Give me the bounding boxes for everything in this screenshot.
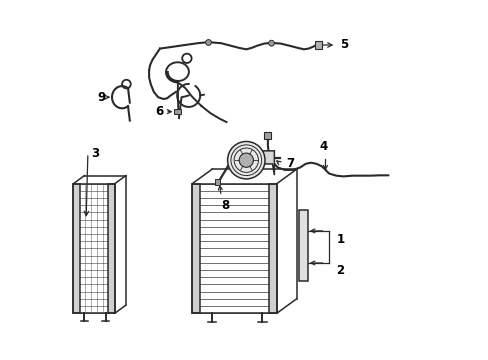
Polygon shape <box>108 184 115 313</box>
Text: 7: 7 <box>285 157 293 170</box>
Polygon shape <box>255 151 274 175</box>
Circle shape <box>205 40 211 45</box>
Text: 9: 9 <box>98 91 106 104</box>
Polygon shape <box>264 132 271 139</box>
Polygon shape <box>298 210 307 281</box>
Text: 3: 3 <box>91 147 100 159</box>
Text: 1: 1 <box>336 233 344 246</box>
Circle shape <box>239 153 253 167</box>
Text: 5: 5 <box>339 39 347 51</box>
Circle shape <box>268 40 274 46</box>
Text: 2: 2 <box>336 264 344 277</box>
Polygon shape <box>214 179 220 185</box>
Circle shape <box>227 141 264 179</box>
Text: 4: 4 <box>319 140 327 153</box>
Polygon shape <box>314 41 321 49</box>
Polygon shape <box>268 184 276 313</box>
Text: 8: 8 <box>221 199 229 212</box>
Polygon shape <box>73 184 80 313</box>
Polygon shape <box>192 184 200 313</box>
Text: 6: 6 <box>155 105 163 118</box>
Polygon shape <box>174 109 181 114</box>
